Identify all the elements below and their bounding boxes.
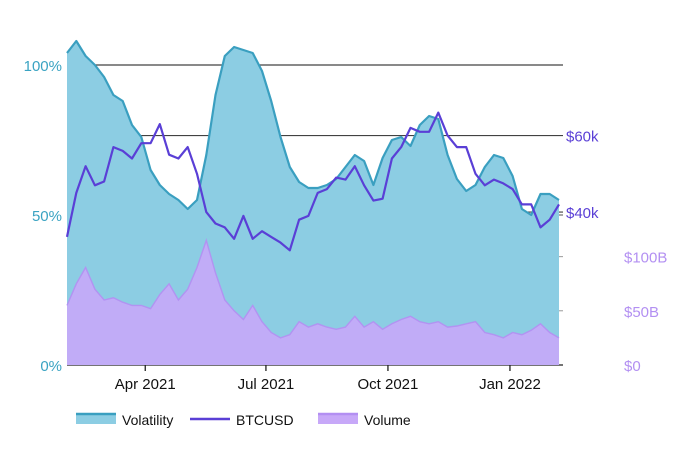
x-tick-label-2: Oct 2021 <box>358 376 419 393</box>
legend: Volatility BTCUSD Volume <box>76 412 411 428</box>
lines <box>65 39 560 339</box>
volume-line <box>66 238 560 339</box>
x-tick-label-0: Apr 2021 <box>115 376 176 393</box>
volume-tick-label-1: $50B <box>624 304 659 321</box>
x-tick-label-3: Jan 2022 <box>479 376 541 393</box>
volatility-line <box>66 39 560 217</box>
tick-labels: Apr 2021 Jul 2021 Oct 2021 Jan 2022 100% 50% 0… <box>24 58 668 393</box>
volume-tick-label-2: $0 <box>624 358 641 375</box>
btcusd-tick-label-0: $60k <box>566 129 599 146</box>
legend-label-volatility: Volatility <box>122 412 173 428</box>
volatility-tick-label-0: 100% <box>24 58 62 75</box>
x-tick-label-1: Jul 2021 <box>238 376 295 393</box>
volatility-tick-label-2: 0% <box>40 358 62 375</box>
legend-label-volume: Volume <box>364 412 411 428</box>
volume-area <box>67 240 560 365</box>
btcusd-line <box>65 111 560 252</box>
legend-swatch-volume <box>318 414 358 424</box>
btcusd-tick-label-1: $40k <box>566 205 599 222</box>
legend-label-btcusd: BTCUSD <box>236 412 294 428</box>
legend-swatch-volatility <box>76 414 116 424</box>
volume-tick-label-0: $100B <box>624 250 667 267</box>
volatility-tick-label-1: 50% <box>32 208 62 225</box>
